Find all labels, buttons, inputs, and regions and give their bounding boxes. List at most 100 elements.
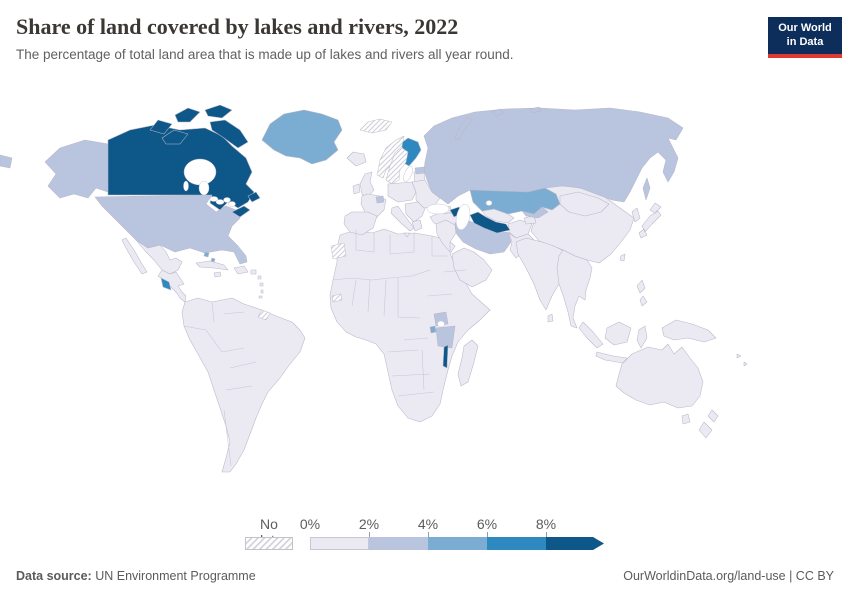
country-borneo[interactable] [604, 321, 632, 346]
country-java[interactable] [595, 351, 628, 364]
country-kazakhstan[interactable] [469, 187, 561, 215]
country-central-europe[interactable] [387, 181, 417, 203]
country-cuba[interactable] [195, 260, 229, 271]
legend-tick-4: 4% [417, 516, 439, 532]
country-japan[interactable] [638, 202, 662, 239]
south-america-borders [183, 301, 257, 467]
owid-logo-line1: Our World [778, 22, 832, 34]
legend-tickmark-2 [369, 532, 370, 538]
country-turkmenistan[interactable] [469, 211, 511, 234]
country-jamaica[interactable] [213, 271, 222, 278]
country-french-guiana[interactable] [257, 309, 271, 321]
data-source-label: Data source: [16, 569, 92, 583]
owid-logo-line2: in Data [786, 35, 824, 48]
no-data-swatch[interactable] [245, 537, 293, 550]
country-russia[interactable] [423, 107, 684, 205]
world-map-svg [0, 104, 748, 473]
country-newfoundland[interactable] [247, 191, 261, 203]
great-lake-4 [228, 201, 236, 207]
data-source-value: UN Environment Programme [91, 569, 256, 583]
country-canada[interactable] [107, 124, 255, 211]
great-lake-1 [209, 196, 219, 202]
legend-band-6-8[interactable] [487, 537, 546, 550]
country-australia[interactable] [615, 343, 704, 409]
country-united-states[interactable] [94, 194, 248, 265]
country-tanzania[interactable] [435, 325, 456, 349]
country-ireland[interactable] [352, 183, 361, 195]
page-title: Share of land covered by lakes and river… [16, 14, 459, 39]
country-tasmania[interactable] [681, 413, 691, 425]
legend-band-2-4[interactable] [369, 537, 428, 550]
country-new-zealand[interactable] [698, 409, 719, 439]
country-italy[interactable] [390, 205, 415, 238]
country-russia-arctic-islands[interactable] [491, 106, 542, 117]
country-malawi[interactable] [442, 344, 449, 369]
country-central-america[interactable] [157, 269, 187, 303]
country-alaska[interactable] [44, 139, 109, 199]
country-puerto-rico[interactable] [250, 269, 257, 275]
baltic-sea [403, 166, 413, 182]
country-estonia[interactable] [414, 166, 426, 175]
country-greece[interactable] [411, 219, 423, 232]
country-novaya-zemlya[interactable] [454, 116, 473, 141]
country-sakhalin[interactable] [642, 177, 651, 201]
legend-tick-0: 0% [299, 516, 321, 532]
country-iceland[interactable] [346, 151, 367, 167]
country-middle-east[interactable] [435, 219, 457, 253]
country-guinea-bissau[interactable] [331, 293, 343, 303]
world-map [0, 100, 850, 515]
chart-subtitle: The percentage of total land area that i… [16, 47, 514, 63]
country-sulawesi[interactable] [636, 325, 648, 349]
country-africa[interactable] [329, 228, 491, 423]
country-sri-lanka[interactable] [547, 313, 554, 323]
owid-logo-accent [768, 53, 842, 58]
legend-band-0-2[interactable] [310, 537, 369, 550]
license-link[interactable]: OurWorldinData.org/land-use | CC BY [623, 569, 834, 583]
legend-tickmark-8 [546, 532, 547, 538]
country-new-guinea[interactable] [661, 319, 717, 343]
country-nova-scotia[interactable] [231, 205, 251, 218]
africa-borders [332, 230, 467, 397]
country-mongolia[interactable] [559, 191, 610, 217]
country-canada-arctic-islands[interactable] [149, 104, 249, 149]
country-korea[interactable] [631, 207, 641, 223]
country-taiwan[interactable] [619, 253, 626, 262]
country-south-america[interactable] [181, 297, 306, 473]
country-uganda[interactable] [433, 311, 449, 327]
country-western-sahara[interactable] [330, 242, 347, 260]
legend-tickmark-4 [428, 532, 429, 538]
country-lesser-antilles[interactable] [257, 275, 264, 299]
country-svalbard[interactable] [359, 118, 393, 134]
country-bahamas[interactable] [203, 251, 216, 263]
legend-tick-6: 6% [476, 516, 498, 532]
caspian-sea [455, 203, 471, 231]
legend-tickmark-6 [487, 532, 488, 538]
owid-logo-box: Our World in Data [768, 17, 842, 54]
chart-footer: Data source: UN Environment Programme Ou… [16, 569, 834, 583]
legend-tick-2: 2% [358, 516, 380, 532]
legend-band-4-6[interactable] [428, 537, 487, 550]
country-iberia[interactable] [343, 211, 378, 236]
aral-sea [485, 200, 493, 206]
country-baja-california[interactable] [121, 237, 148, 275]
chart-header: Share of land covered by lakes and river… [16, 14, 750, 64]
legend-tick-8: 8% [535, 516, 557, 532]
country-greenland[interactable] [261, 109, 343, 165]
country-rwanda-burundi[interactable] [429, 325, 437, 334]
legend-band-8-plus[interactable] [546, 537, 604, 550]
country-sumatra[interactable] [578, 321, 604, 349]
country-arabia[interactable] [451, 247, 493, 288]
great-lake-3 [223, 197, 231, 203]
country-indochina[interactable] [556, 249, 593, 329]
country-norway[interactable] [376, 135, 405, 179]
country-switzerland[interactable] [375, 195, 385, 204]
country-nicaragua[interactable] [160, 277, 172, 291]
legend-color-scale: 0% 2% 4% 6% 8% [300, 516, 610, 556]
country-madagascar[interactable] [457, 339, 479, 387]
country-philippines[interactable] [636, 279, 648, 307]
country-chukotka-fragment[interactable] [0, 154, 13, 169]
owid-logo[interactable]: Our World in Data [768, 17, 842, 58]
country-pacific-islands[interactable] [736, 353, 748, 367]
country-hispaniola[interactable] [233, 265, 249, 275]
country-sweden[interactable] [385, 147, 409, 185]
